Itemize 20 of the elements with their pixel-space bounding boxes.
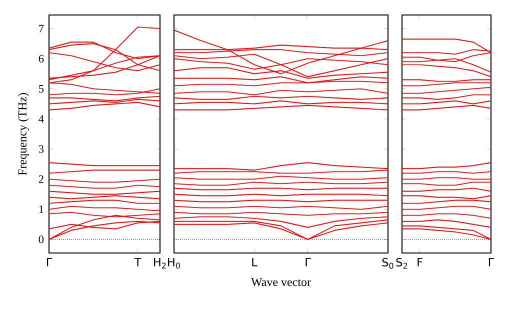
y-tick-label: 0 xyxy=(38,236,44,244)
x-tick-label: Γ xyxy=(488,258,494,266)
y-tick-label: 5 xyxy=(39,85,44,93)
x-tick-label: Γ xyxy=(46,258,52,266)
y-tick-label: 1 xyxy=(39,206,44,214)
y-axis-title: Frequency (THz) xyxy=(18,93,29,176)
x-tick-label: F xyxy=(418,258,422,266)
y-tick-label: 6 xyxy=(38,54,44,62)
y-tick-label: 4 xyxy=(38,115,44,123)
x-tick-label: L xyxy=(252,258,258,266)
x-tick-label: S$_{0}$ xyxy=(382,258,394,269)
x-tick-label: H$_{2}$ xyxy=(154,258,166,268)
x-tick-label: H$_{0}$ xyxy=(168,258,180,269)
x-tick-label: T xyxy=(134,258,142,266)
x-axis-title: Wave vector xyxy=(251,278,311,286)
y-tick-label: 7 xyxy=(39,24,44,32)
y-tick-label: 2 xyxy=(38,175,44,183)
y-tick-label: 3 xyxy=(38,145,44,153)
x-tick-label: S$_{2}$ xyxy=(396,258,407,269)
x-tick-label: Γ xyxy=(306,258,311,266)
